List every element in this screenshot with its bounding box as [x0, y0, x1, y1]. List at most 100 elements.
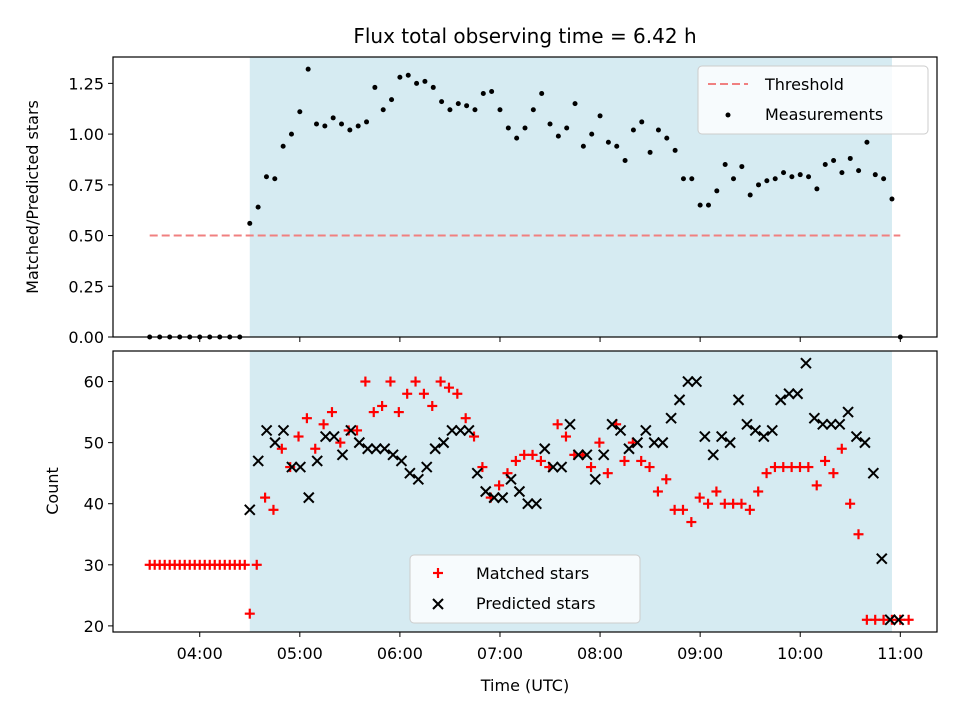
matched-star-point — [494, 480, 505, 491]
predicted-star-point — [429, 443, 441, 455]
predicted-star-point — [732, 394, 745, 406]
predicted-star-point — [328, 430, 340, 443]
predicted-star-point — [791, 388, 804, 400]
count-plot-frame — [112, 350, 938, 633]
matched-star-point — [469, 431, 480, 442]
matched-star-point — [636, 455, 647, 466]
measurement-point — [797, 172, 803, 178]
predicted-star-point — [294, 461, 307, 473]
matched-star-point — [586, 462, 597, 473]
measurement-point — [430, 84, 436, 90]
measurement-point — [881, 176, 887, 182]
predicted-star-point — [800, 357, 812, 369]
predicted-star-point — [833, 418, 846, 431]
count-y-tick-label: 20 — [84, 617, 104, 636]
x-tick-label: 07:00 — [477, 644, 523, 663]
matched-star-point — [794, 462, 805, 473]
count-y-tick-label: 50 — [84, 434, 104, 453]
predicted-star-point — [783, 388, 795, 400]
predicted-star-point — [505, 473, 517, 485]
matched-star-point — [594, 437, 605, 448]
matched-star-point — [293, 431, 304, 442]
matched-star-point — [435, 376, 446, 387]
measurement-point — [405, 72, 411, 78]
predicted-star-point — [825, 418, 837, 431]
legend-matched-swatch — [433, 568, 443, 578]
ratio-legend: Threshold Measurements — [697, 65, 929, 135]
predicted-star-point — [817, 418, 829, 431]
measurement-point — [580, 143, 586, 149]
measurement-point — [597, 113, 603, 119]
predicted-star-point — [606, 418, 618, 431]
matched-star-point — [719, 498, 730, 509]
matched-star-point — [443, 382, 454, 393]
measurement-point — [555, 133, 561, 139]
predicted-star-point — [581, 449, 593, 461]
predicted-star-point — [446, 424, 458, 437]
measurement-point — [605, 139, 611, 145]
measurement-point — [380, 107, 386, 113]
predicted-star-point — [623, 443, 635, 455]
predicted-star-point — [774, 394, 787, 406]
measurement-point — [263, 174, 269, 180]
predicted-star-point — [286, 461, 298, 473]
measurement-point — [514, 135, 520, 141]
x-tick-label: 09:00 — [677, 644, 723, 663]
matched-star-point — [452, 388, 463, 399]
predicted-star-point — [345, 424, 357, 437]
measurement-point — [439, 99, 445, 105]
predicted-star-point — [370, 443, 382, 455]
matched-star-point — [602, 468, 613, 479]
predicted-star-point — [303, 491, 315, 504]
predicted-star-point — [884, 614, 896, 626]
predicted-star-point — [808, 412, 821, 424]
matched-star-point — [786, 462, 797, 473]
matched-star-point — [853, 529, 864, 540]
count-y-tick-label: 40 — [84, 495, 104, 514]
measurement-point — [672, 147, 678, 153]
matched-star-point — [310, 443, 321, 454]
matched-star-point — [560, 431, 571, 442]
measurement-point — [614, 143, 620, 149]
legend-predicted-swatch — [432, 598, 444, 610]
matched-star-point — [244, 608, 255, 619]
measurement-point — [697, 202, 703, 208]
measurement-point — [497, 107, 503, 113]
legend-measurements-swatch — [725, 112, 731, 118]
predicted-star-point — [758, 430, 770, 443]
x-tick-label: 06:00 — [377, 644, 423, 663]
matched-star-point — [527, 449, 538, 460]
matched-star-point — [803, 462, 814, 473]
measurement-point — [280, 143, 286, 149]
predicted-star-point — [539, 443, 551, 455]
predicted-star-point — [412, 473, 425, 485]
predicted-star-point — [496, 491, 509, 504]
measurement-point — [714, 188, 720, 194]
matched-star-point — [753, 486, 764, 497]
ratio-y-tick-label: 0.50 — [68, 227, 104, 246]
measurement-point — [772, 176, 778, 182]
measurement-point — [489, 88, 495, 94]
predicted-star-point — [564, 418, 576, 431]
measurement-point — [889, 196, 895, 202]
measurement-point — [272, 176, 278, 182]
predicted-star-point — [597, 449, 610, 461]
predicted-star-point — [437, 436, 450, 449]
measurement-point — [339, 121, 345, 127]
measurement-point — [288, 131, 294, 137]
measurement-point — [355, 123, 361, 129]
matched-star-point — [460, 413, 471, 424]
measurement-point — [814, 186, 820, 192]
matched-star-point — [694, 492, 705, 503]
measurement-point — [630, 127, 636, 133]
matched-star-point — [268, 504, 279, 515]
measurement-point — [864, 139, 870, 145]
matched-star-point — [427, 400, 438, 411]
measurement-point — [756, 182, 762, 188]
measurement-point — [297, 109, 303, 115]
predicted-star-point — [336, 449, 349, 461]
measurement-point — [747, 192, 753, 198]
matched-star-point — [703, 498, 714, 509]
x-tick-label: 05:00 — [277, 644, 323, 663]
